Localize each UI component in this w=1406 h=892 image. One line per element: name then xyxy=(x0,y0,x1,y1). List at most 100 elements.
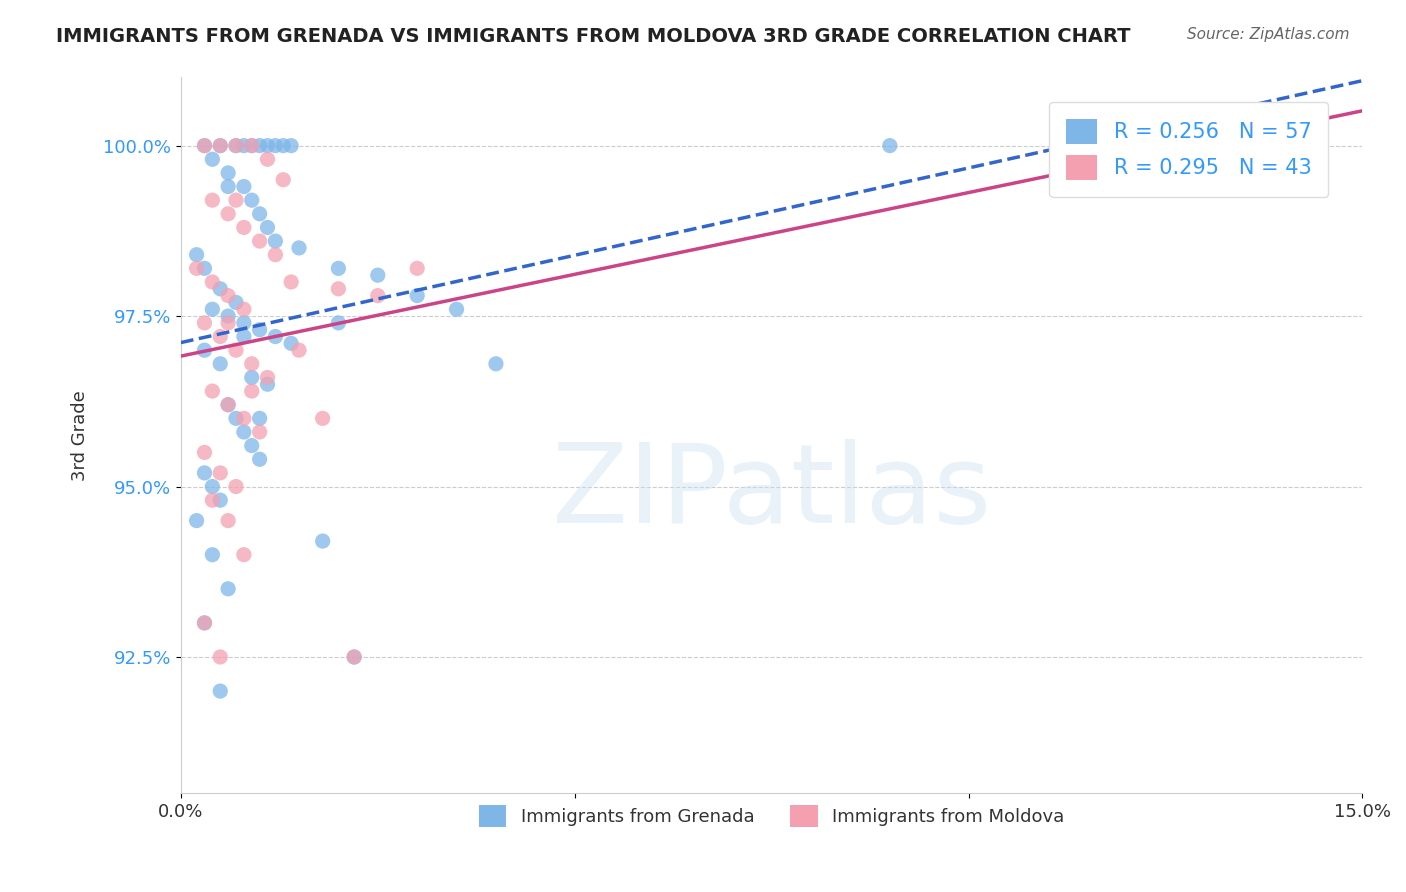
Point xyxy=(232,548,254,562)
Point xyxy=(232,316,254,330)
Point xyxy=(217,166,239,180)
Point xyxy=(193,615,215,630)
Point xyxy=(201,493,224,508)
Point xyxy=(264,248,287,262)
Point xyxy=(209,138,232,153)
Point xyxy=(225,479,247,493)
Point xyxy=(264,138,287,153)
Point xyxy=(217,582,239,596)
Point xyxy=(280,138,302,153)
Point xyxy=(256,220,278,235)
Point xyxy=(343,650,366,665)
Point xyxy=(1115,138,1137,153)
Point xyxy=(249,411,271,425)
Point xyxy=(201,302,224,317)
Point xyxy=(406,261,429,276)
Point xyxy=(343,650,366,665)
Point xyxy=(328,282,350,296)
Point xyxy=(264,234,287,248)
Point xyxy=(249,425,271,439)
Point xyxy=(217,309,239,323)
Point xyxy=(193,343,215,358)
Point xyxy=(217,514,239,528)
Point xyxy=(225,295,247,310)
Legend: Immigrants from Grenada, Immigrants from Moldova: Immigrants from Grenada, Immigrants from… xyxy=(472,798,1071,834)
Point xyxy=(217,207,239,221)
Point xyxy=(249,138,271,153)
Point xyxy=(240,357,263,371)
Point xyxy=(209,329,232,343)
Point xyxy=(225,138,247,153)
Point xyxy=(201,153,224,167)
Point xyxy=(240,138,263,153)
Point xyxy=(193,138,215,153)
Point xyxy=(209,684,232,698)
Point xyxy=(232,329,254,343)
Point xyxy=(249,452,271,467)
Point xyxy=(217,288,239,302)
Point xyxy=(217,179,239,194)
Text: Source: ZipAtlas.com: Source: ZipAtlas.com xyxy=(1187,27,1350,42)
Point xyxy=(271,172,294,186)
Point xyxy=(240,193,263,207)
Point xyxy=(249,234,271,248)
Point xyxy=(240,370,263,384)
Point xyxy=(256,153,278,167)
Point xyxy=(256,377,278,392)
Point xyxy=(232,411,254,425)
Text: IMMIGRANTS FROM GRENADA VS IMMIGRANTS FROM MOLDOVA 3RD GRADE CORRELATION CHART: IMMIGRANTS FROM GRENADA VS IMMIGRANTS FR… xyxy=(56,27,1130,45)
Point xyxy=(328,316,350,330)
Point xyxy=(232,425,254,439)
Point xyxy=(201,479,224,493)
Point xyxy=(193,466,215,480)
Point xyxy=(193,138,215,153)
Point xyxy=(217,398,239,412)
Point xyxy=(264,329,287,343)
Point xyxy=(232,138,254,153)
Point xyxy=(249,323,271,337)
Point xyxy=(193,261,215,276)
Point xyxy=(186,248,208,262)
Point xyxy=(225,411,247,425)
Point xyxy=(186,514,208,528)
Point xyxy=(406,288,429,302)
Point xyxy=(209,466,232,480)
Point xyxy=(256,138,278,153)
Point xyxy=(225,138,247,153)
Point xyxy=(232,220,254,235)
Point xyxy=(288,343,311,358)
Point xyxy=(232,302,254,317)
Point xyxy=(209,493,232,508)
Point xyxy=(240,138,263,153)
Y-axis label: 3rd Grade: 3rd Grade xyxy=(72,390,89,481)
Point xyxy=(225,193,247,207)
Point xyxy=(209,357,232,371)
Point xyxy=(217,316,239,330)
Point xyxy=(280,275,302,289)
Point xyxy=(879,138,901,153)
Point xyxy=(201,193,224,207)
Point xyxy=(256,370,278,384)
Point xyxy=(367,268,389,282)
Point xyxy=(240,439,263,453)
Point xyxy=(186,261,208,276)
Point xyxy=(446,302,468,317)
Point xyxy=(367,288,389,302)
Point xyxy=(193,445,215,459)
Point xyxy=(201,548,224,562)
Text: ZIPatlas: ZIPatlas xyxy=(553,439,991,546)
Point xyxy=(240,384,263,398)
Point xyxy=(193,615,215,630)
Point xyxy=(249,207,271,221)
Point xyxy=(288,241,311,255)
Point xyxy=(201,275,224,289)
Point xyxy=(311,411,333,425)
Point xyxy=(485,357,508,371)
Point xyxy=(328,261,350,276)
Point xyxy=(193,316,215,330)
Point xyxy=(232,179,254,194)
Point xyxy=(225,343,247,358)
Point xyxy=(209,138,232,153)
Point xyxy=(311,534,333,549)
Point xyxy=(209,650,232,665)
